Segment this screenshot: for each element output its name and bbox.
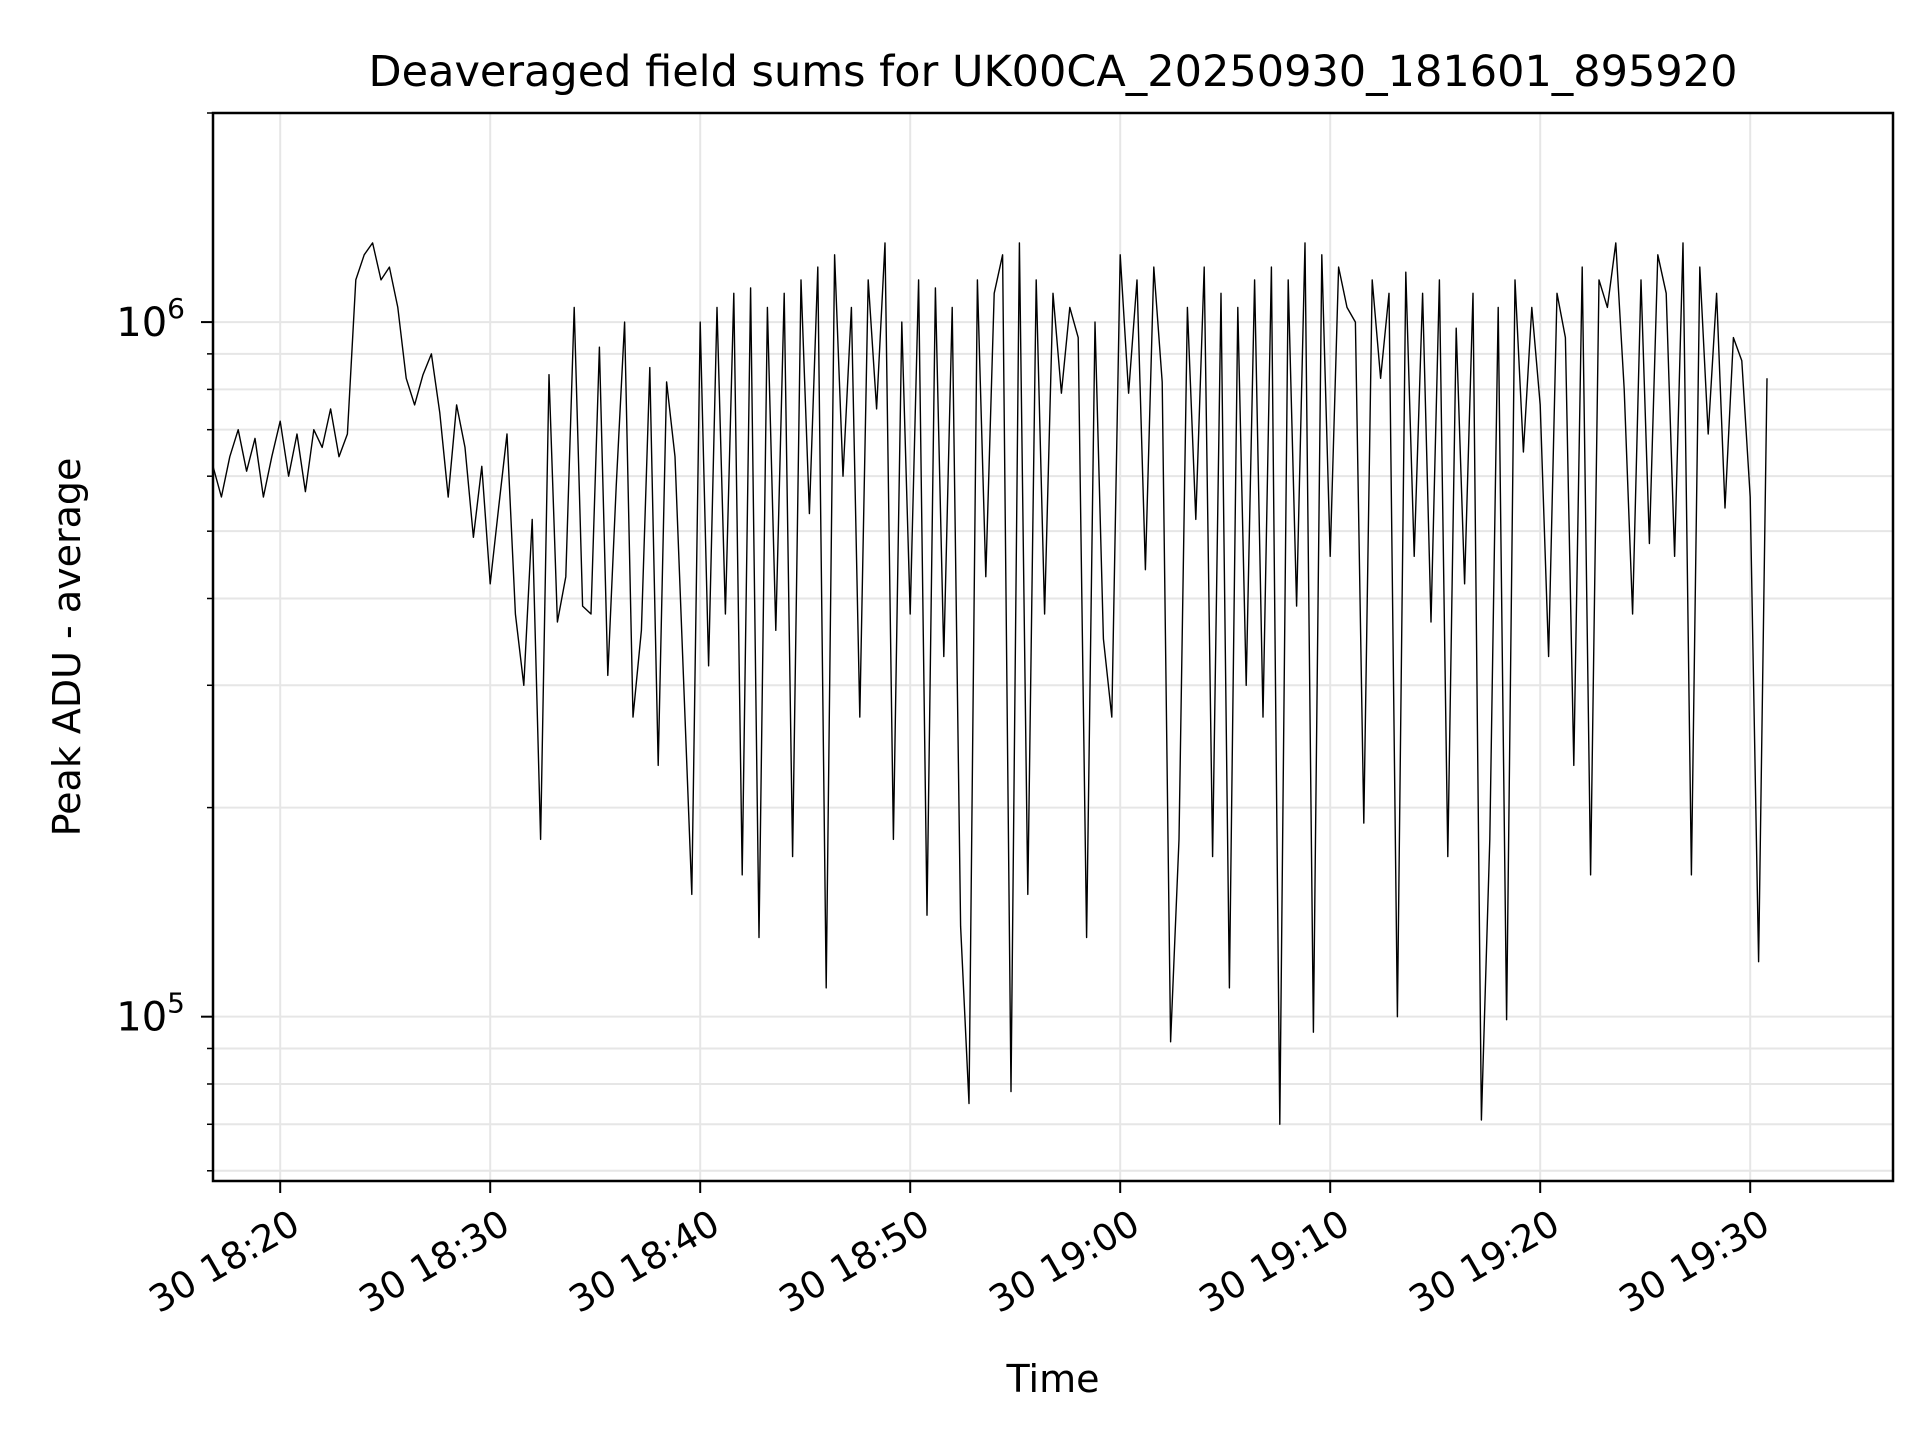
grid-lines [213, 112, 1893, 1181]
y-tick-label-exponent: 5 [167, 987, 185, 1020]
y-tick-label-exponent: 6 [167, 292, 185, 325]
x-axis-label: Time [1006, 1357, 1100, 1401]
y-axis-label: Peak ADU - average [45, 458, 89, 837]
plot-area-frame [211, 111, 1895, 1183]
y-tick-label-base: 10 [116, 300, 167, 346]
y-tick-label: 106 [116, 292, 185, 346]
data-series-line [212, 242, 1768, 1125]
chart-title: Deaveraged field sums for UK00CA_2025093… [369, 47, 1738, 97]
y-tick-label: 105 [116, 987, 185, 1041]
y-tick-label-base: 10 [116, 995, 167, 1041]
